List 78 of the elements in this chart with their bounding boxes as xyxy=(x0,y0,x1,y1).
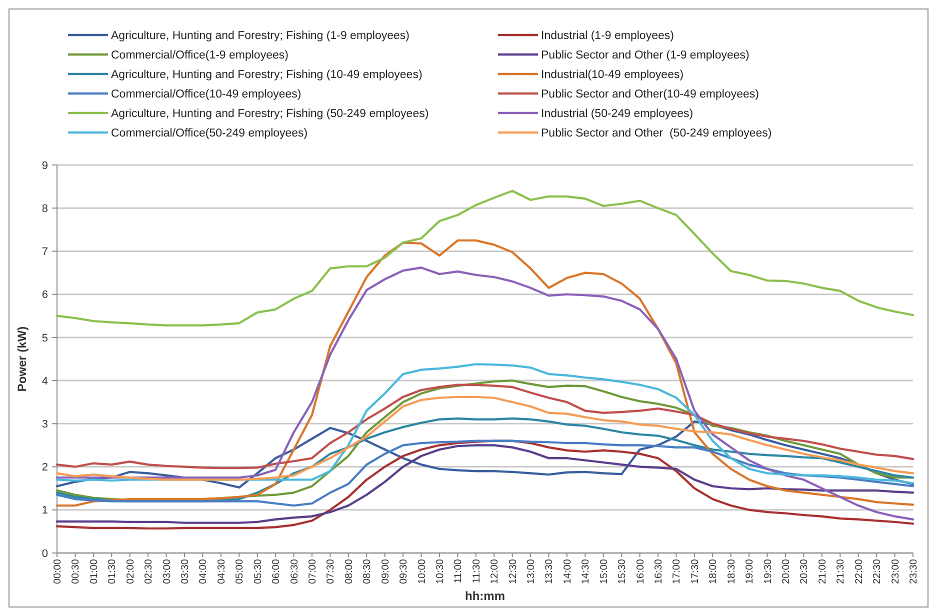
x-tick-label: 02:30 xyxy=(144,558,155,584)
x-tick-label: 20:30 xyxy=(799,558,810,584)
line-series xyxy=(56,363,914,484)
legend-label: Public Sector and Other (50-249 employees) xyxy=(541,128,772,140)
legend-label: Public Sector and Other (1-9 employees) xyxy=(541,50,750,62)
x-tick-label: 01:00 xyxy=(88,558,100,584)
x-tick-label: 12:00 xyxy=(490,558,501,584)
x-tick-label: 19:30 xyxy=(762,558,774,584)
x-tick-label: 11:00 xyxy=(453,558,464,584)
legend-label: Agriculture, Hunting and Forestry; Fishing (10-49 employees) xyxy=(111,69,422,82)
x-tick-label: 14:30 xyxy=(580,558,592,584)
x-axis-title: hh:mm xyxy=(465,589,505,603)
x-tick-label: 18:30 xyxy=(726,558,738,584)
x-tick-label: 00:30 xyxy=(70,558,82,584)
y-tick-label: 5 xyxy=(42,332,48,344)
legend-label: Commercial/Office(1-9 employees) xyxy=(111,50,289,62)
x-tick-label: 12:30 xyxy=(508,558,519,584)
y-tick-label: 8 xyxy=(42,202,48,215)
legend-label: Commercial/Office(10-49 employees) xyxy=(111,88,302,101)
x-tick-label: 10:30 xyxy=(434,558,446,584)
y-tick-label: 1 xyxy=(42,504,48,517)
x-tick-label: 11:30 xyxy=(471,558,482,584)
x-tick-label: 05:00 xyxy=(234,558,246,584)
x-tick-label: 10:00 xyxy=(416,558,428,584)
legend-label: Agriculture, Hunting and Forestry; Fishing (50-249 employees) xyxy=(111,108,429,120)
x-tick-label: 06:00 xyxy=(271,558,282,584)
x-tick-label: 08:00 xyxy=(344,558,355,584)
legend-label: Commercial/Office(50-249 employees) xyxy=(111,128,308,140)
x-tick-label: 08:30 xyxy=(362,558,374,584)
x-tick-label: 23:30 xyxy=(908,558,920,584)
y-tick-label: 2 xyxy=(42,462,48,474)
y-tick-label: 9 xyxy=(42,160,48,172)
legend-label: Public Sector and Other(10-49 employees) xyxy=(541,88,760,101)
x-tick-label: 14:00 xyxy=(562,558,574,584)
legend-label: Industrial (50-249 employees) xyxy=(541,108,694,120)
y-tick-label: 3 xyxy=(42,418,48,431)
line-series xyxy=(56,440,914,507)
x-tick-label: 22:00 xyxy=(854,558,865,584)
x-tick-label: 04:30 xyxy=(216,558,228,584)
y-tick-label: 4 xyxy=(42,375,48,388)
x-tick-label: 13:00 xyxy=(526,558,538,584)
x-tick-label: 04:00 xyxy=(198,558,210,584)
x-tick-label: 03:00 xyxy=(162,558,173,584)
x-tick-label: 23:00 xyxy=(890,558,902,584)
x-tick-label: 15:00 xyxy=(598,558,610,584)
x-tick-label: 13:30 xyxy=(544,558,556,584)
x-tick-label: 03:30 xyxy=(180,558,191,584)
x-tick-label: 18:00 xyxy=(708,558,720,584)
legend-label: Industrial(10-49 employees) xyxy=(541,69,684,82)
x-tick-label: 00:00 xyxy=(52,558,64,584)
x-tick-label: 07:00 xyxy=(307,558,318,584)
line-series xyxy=(56,384,914,470)
x-tick-label: 21:00 xyxy=(817,558,828,584)
x-tick-label: 02:00 xyxy=(125,558,136,584)
x-tick-label: 06:30 xyxy=(289,558,300,584)
x-tick-label: 17:30 xyxy=(690,558,701,584)
x-tick-label: 05:30 xyxy=(252,558,264,584)
x-tick-label: 01:30 xyxy=(107,558,118,584)
x-tick-label: 16:00 xyxy=(635,558,646,584)
line-series xyxy=(56,420,914,489)
x-tick-label: 22:30 xyxy=(872,558,884,584)
y-tick-label: 0 xyxy=(42,548,48,560)
y-tick-label: 6 xyxy=(42,289,48,302)
x-tick-label: 15:30 xyxy=(617,558,628,584)
x-tick-label: 17:00 xyxy=(672,558,683,584)
line-series xyxy=(56,396,914,481)
line-series xyxy=(56,190,914,326)
y-axis-title: Power (kW) xyxy=(15,326,29,392)
y-tick-label: 7 xyxy=(42,246,48,258)
x-tick-label: 16:30 xyxy=(654,558,665,584)
x-tick-label: 09:00 xyxy=(380,558,392,584)
legend-label: Industrial (1-9 employees) xyxy=(541,30,674,42)
x-tick-label: 09:30 xyxy=(398,558,410,584)
x-tick-label: 21:30 xyxy=(836,558,847,584)
x-tick-label: 20:00 xyxy=(781,558,792,584)
legend-label: Agriculture, Hunting and Forestry; Fishing (1-9 employees) xyxy=(111,30,410,42)
x-tick-label: 07:30 xyxy=(326,558,337,584)
x-tick-label: 19:00 xyxy=(744,558,756,584)
